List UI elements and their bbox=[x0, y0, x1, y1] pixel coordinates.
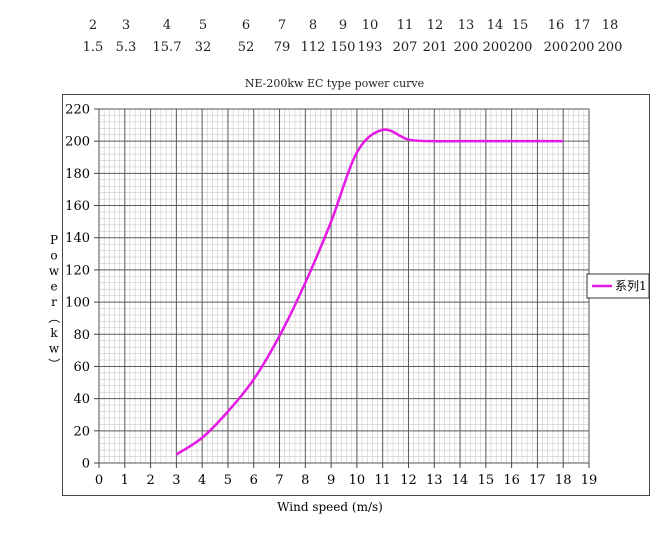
table-wind-speed: 6 bbox=[241, 18, 251, 33]
series-layer bbox=[175, 128, 564, 456]
y-tick-label: 0 bbox=[82, 457, 90, 472]
x-tick-label: 4 bbox=[198, 473, 206, 488]
table-wind-speed: 15 bbox=[511, 18, 529, 33]
y-tick-label: 220 bbox=[65, 103, 90, 118]
table-wind-speed: 2 bbox=[88, 18, 98, 33]
table-power-value: 200 bbox=[507, 40, 533, 55]
table-power-value: 200 bbox=[569, 40, 595, 55]
x-tick-label: 1 bbox=[121, 473, 129, 488]
table-wind-speed: 12 bbox=[426, 18, 444, 33]
table-power-value: 200 bbox=[597, 40, 623, 55]
y-label-char: k bbox=[50, 326, 58, 340]
y-label-char: ） bbox=[47, 358, 61, 370]
table-power-value: 193 bbox=[357, 40, 383, 55]
y-label-char: （ bbox=[47, 311, 61, 323]
x-tick-label: 5 bbox=[224, 473, 232, 488]
x-tick-label: 9 bbox=[327, 473, 335, 488]
x-tick-label: 14 bbox=[452, 473, 469, 488]
table-wind-speed: 18 bbox=[601, 18, 619, 33]
y-tick-label: 100 bbox=[65, 296, 90, 311]
table-power-value: 200 bbox=[482, 40, 508, 55]
y-tick-label: 80 bbox=[73, 328, 90, 343]
x-tick-label: 19 bbox=[581, 473, 598, 488]
x-tick-label: 3 bbox=[172, 473, 180, 488]
table-power-value: 112 bbox=[300, 40, 326, 55]
table-power-value: 1.5 bbox=[82, 40, 104, 55]
y-tick-label: 60 bbox=[73, 360, 90, 375]
table-wind-speed: 10 bbox=[361, 18, 379, 33]
x-tick-label: 2 bbox=[146, 473, 154, 488]
x-tick-label: 15 bbox=[478, 473, 495, 488]
y-tick-label: 40 bbox=[73, 392, 90, 407]
y-label-char: w bbox=[49, 264, 60, 278]
chart-title: NE-200kw EC type power curve bbox=[244, 77, 425, 90]
legend-label: 系列1 bbox=[615, 279, 647, 293]
y-tick-label: 160 bbox=[65, 199, 90, 214]
table-wind-speed: 17 bbox=[573, 18, 591, 33]
x-tick-label: 17 bbox=[529, 473, 546, 488]
table-power-value: 15.7 bbox=[152, 40, 182, 55]
table-power-value: 150 bbox=[330, 40, 356, 55]
table-wind-speed: 8 bbox=[308, 18, 318, 33]
table-power-value: 52 bbox=[237, 40, 255, 55]
table-wind-speed: 16 bbox=[547, 18, 565, 33]
table-wind-speed: 3 bbox=[121, 18, 131, 33]
table-wind-speed: 14 bbox=[486, 18, 504, 33]
table-wind-speed: 11 bbox=[396, 18, 414, 33]
y-label-char: o bbox=[50, 249, 57, 263]
y-tick-label: 140 bbox=[65, 231, 90, 246]
y-label-char: P bbox=[50, 233, 58, 247]
table-power-value: 5.3 bbox=[115, 40, 137, 55]
y-axis-ticks: 0 20 40 60 80 100 120 140 160 180 200 220 bbox=[65, 103, 99, 472]
y-label-char: r bbox=[51, 295, 57, 309]
x-tick-label: 18 bbox=[555, 473, 572, 488]
x-axis-ticks: 0 1 2 3 4 5 6 7 8 9 10 11 12 13 14 15 16 17 18 19 bbox=[95, 463, 597, 488]
x-tick-label: 16 bbox=[503, 473, 520, 488]
x-tick-label: 0 bbox=[95, 473, 103, 488]
y-tick-label: 20 bbox=[73, 424, 90, 439]
table-wind-speed: 13 bbox=[457, 18, 475, 33]
table-wind-speed: 4 bbox=[162, 18, 172, 33]
x-tick-label: 11 bbox=[374, 473, 391, 488]
minor-grid bbox=[98, 108, 590, 464]
x-tick-label: 8 bbox=[301, 473, 309, 488]
plot-area bbox=[98, 108, 590, 464]
table-wind-speed: 7 bbox=[277, 18, 287, 33]
x-tick-label: 10 bbox=[349, 473, 366, 488]
legend-box bbox=[586, 273, 650, 299]
x-tick-label: 13 bbox=[426, 473, 443, 488]
y-label-char: e bbox=[50, 280, 57, 294]
series-line bbox=[175, 128, 564, 456]
y-label-char: w bbox=[49, 342, 60, 356]
legend: 系列1 bbox=[586, 273, 650, 299]
x-tick-label: 7 bbox=[275, 473, 283, 488]
y-tick-label: 120 bbox=[65, 263, 90, 278]
table-power-value: 207 bbox=[392, 40, 418, 55]
x-tick-label: 6 bbox=[250, 473, 258, 488]
table-power-value: 200 bbox=[543, 40, 569, 55]
table-power-value: 200 bbox=[453, 40, 479, 55]
table-power-value: 79 bbox=[273, 40, 291, 55]
major-grid bbox=[98, 108, 590, 464]
table-wind-speed: 9 bbox=[338, 18, 348, 33]
x-tick-label: 12 bbox=[400, 473, 417, 488]
table-power-value: 32 bbox=[194, 40, 212, 55]
table-wind-speed: 5 bbox=[198, 18, 208, 33]
x-axis-label: Wind speed (m/s) bbox=[277, 500, 383, 514]
table-power-value: 201 bbox=[422, 40, 448, 55]
y-tick-label: 180 bbox=[65, 167, 90, 182]
y-tick-label: 200 bbox=[65, 135, 90, 150]
